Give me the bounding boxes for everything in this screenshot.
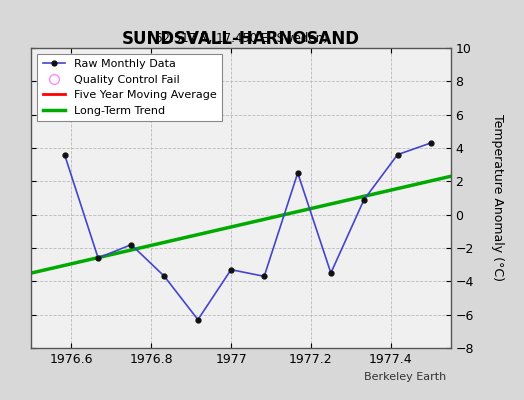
Raw Monthly Data — [261, 274, 267, 279]
Text: 62.517 N, 17.450 E (Sweden): 62.517 N, 17.450 E (Sweden) — [155, 32, 328, 45]
Raw Monthly Data — [128, 242, 134, 247]
Raw Monthly Data — [328, 271, 334, 276]
Raw Monthly Data — [361, 197, 367, 202]
Raw Monthly Data — [294, 171, 301, 176]
Raw Monthly Data — [195, 317, 201, 322]
Raw Monthly Data — [228, 267, 234, 272]
Raw Monthly Data — [395, 152, 401, 157]
Raw Monthly Data — [161, 274, 168, 279]
Raw Monthly Data — [95, 256, 101, 260]
Raw Monthly Data — [428, 141, 434, 146]
Raw Monthly Data — [61, 152, 68, 157]
Line: Raw Monthly Data: Raw Monthly Data — [62, 140, 433, 322]
Title: SUNDSVALL-HARNOSAND: SUNDSVALL-HARNOSAND — [122, 30, 360, 48]
Legend: Raw Monthly Data, Quality Control Fail, Five Year Moving Average, Long-Term Tren: Raw Monthly Data, Quality Control Fail, … — [37, 54, 222, 121]
Text: Berkeley Earth: Berkeley Earth — [364, 372, 446, 382]
Y-axis label: Temperature Anomaly (°C): Temperature Anomaly (°C) — [490, 114, 504, 282]
